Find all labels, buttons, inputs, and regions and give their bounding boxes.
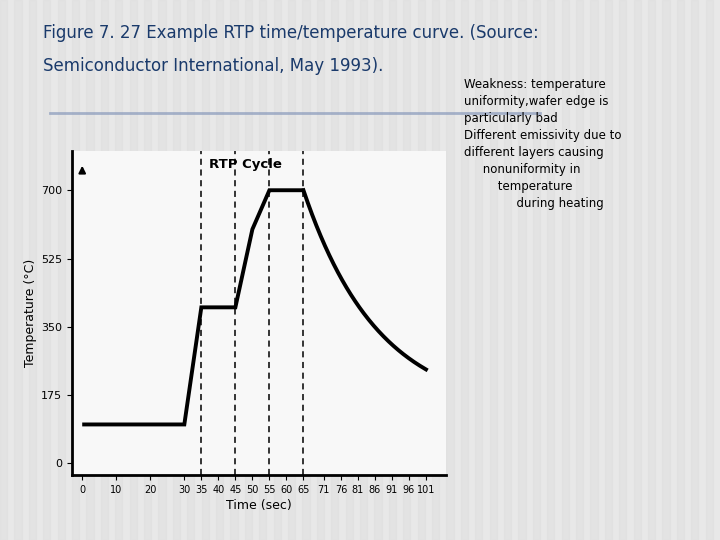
Bar	[274, 0, 281, 540]
Bar	[0, 0, 7, 540]
Bar	[677, 0, 684, 540]
Bar	[461, 0, 468, 540]
Bar	[144, 0, 151, 540]
Bar	[562, 0, 569, 540]
Bar	[634, 0, 641, 540]
Text: Weakness: temperature
uniformity,wafer edge is
particularly bad
Different emissi: Weakness: temperature uniformity,wafer e…	[464, 78, 622, 210]
Bar	[317, 0, 324, 540]
Bar	[187, 0, 194, 540]
Bar	[230, 0, 238, 540]
Bar	[576, 0, 583, 540]
Bar	[259, 0, 266, 540]
Bar	[158, 0, 166, 540]
Bar	[490, 0, 497, 540]
Bar	[288, 0, 295, 540]
Bar	[202, 0, 209, 540]
Bar	[533, 0, 540, 540]
Text: RTP Cycle: RTP Cycle	[209, 159, 282, 172]
Bar	[29, 0, 36, 540]
Bar	[418, 0, 425, 540]
Y-axis label: Temperature (°C): Temperature (°C)	[24, 259, 37, 367]
Bar	[14, 0, 22, 540]
Bar	[389, 0, 396, 540]
Bar	[619, 0, 626, 540]
Bar	[115, 0, 122, 540]
Bar	[58, 0, 65, 540]
Bar	[72, 0, 79, 540]
Bar	[86, 0, 94, 540]
Text: Figure 7. 27 Example RTP time/temperature curve. (Source:: Figure 7. 27 Example RTP time/temperatur…	[43, 24, 539, 42]
Bar	[43, 0, 50, 540]
Bar	[504, 0, 511, 540]
Bar	[648, 0, 655, 540]
Bar	[547, 0, 554, 540]
Bar	[475, 0, 482, 540]
Bar	[245, 0, 252, 540]
X-axis label: Time (sec): Time (sec)	[226, 499, 292, 512]
Bar	[662, 0, 670, 540]
Bar	[432, 0, 439, 540]
Bar	[446, 0, 454, 540]
Bar	[706, 0, 713, 540]
Bar	[518, 0, 526, 540]
Bar	[130, 0, 137, 540]
Bar	[216, 0, 223, 540]
Bar	[346, 0, 353, 540]
Bar	[691, 0, 698, 540]
Bar	[360, 0, 367, 540]
Bar	[173, 0, 180, 540]
Bar	[374, 0, 382, 540]
Text: Semiconductor International, May 1993).: Semiconductor International, May 1993).	[43, 57, 384, 75]
Bar	[605, 0, 612, 540]
Bar	[403, 0, 410, 540]
Bar	[331, 0, 338, 540]
Bar	[302, 0, 310, 540]
Bar	[590, 0, 598, 540]
Bar	[101, 0, 108, 540]
